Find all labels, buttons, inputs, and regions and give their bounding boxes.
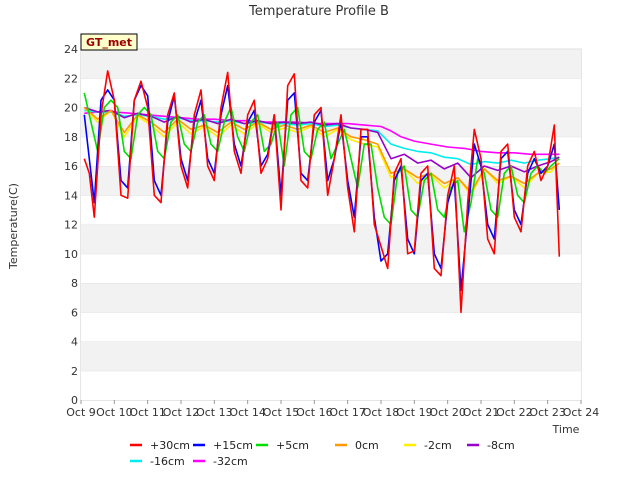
y-tick-label: 24	[64, 43, 78, 56]
x-tick-label: Oct 19	[396, 406, 433, 419]
x-tick-label: Oct 10	[96, 406, 133, 419]
grid-band	[81, 78, 581, 108]
x-tick-label: Oct 15	[263, 406, 300, 419]
x-tick-label: Oct 12	[163, 406, 200, 419]
series-layer	[83, 70, 561, 314]
y-tick-label: 18	[64, 131, 78, 144]
y-tick-label: 20	[64, 102, 78, 115]
x-tick-label: Oct 11	[129, 406, 166, 419]
chart-title: Temperature Profile B	[248, 4, 389, 19]
legend-label: -16cm	[150, 455, 185, 468]
x-axis-label: Time	[552, 423, 580, 436]
x-tick-label: Oct 18	[363, 406, 400, 419]
x-tick-label: Oct 20	[429, 406, 466, 419]
grid-band	[81, 49, 581, 79]
y-tick-label: 4	[71, 336, 78, 349]
legend-label: +15cm	[213, 439, 253, 452]
series-line-+30cm	[83, 70, 561, 314]
x-tick-label: Oct 16	[296, 406, 333, 419]
legend-label: -8cm	[487, 439, 515, 452]
legend-label: -32cm	[213, 455, 248, 468]
legend: +30cm +15cm +5cm 0cm -2cm -8cm -16cm -32cm	[130, 439, 515, 468]
x-tick-label: Oct 13	[196, 406, 233, 419]
plot-background	[80, 48, 582, 401]
x-tick-label: Oct 24	[563, 406, 600, 419]
y-tick-label: 10	[64, 248, 78, 261]
legend-label: 0cm	[355, 439, 379, 452]
x-tick-label: Oct 23	[529, 406, 566, 419]
y-tick-label: 6	[71, 306, 78, 319]
y-axis-label: Temperature(C)	[7, 183, 20, 270]
grid-band	[81, 253, 581, 283]
grid-band	[81, 283, 581, 313]
grid-band	[81, 370, 581, 400]
x-tick-label: Oct 22	[496, 406, 533, 419]
y-tick-label: 16	[64, 160, 78, 173]
y-tick-label: 14	[64, 189, 78, 202]
series-line-0cm	[83, 106, 560, 194]
legend-label: +5cm	[276, 439, 309, 452]
grid-band	[81, 341, 581, 371]
y-tick-label: 22	[64, 72, 78, 85]
x-tick-label: Oct 21	[463, 406, 500, 419]
legend-label: +30cm	[150, 439, 190, 452]
site-label: GT_met	[86, 36, 132, 49]
grid-band	[81, 224, 581, 254]
grid-band	[81, 195, 581, 225]
y-tick-label: 0	[71, 394, 78, 407]
site-label-box: GT_met	[80, 33, 138, 51]
y-tick-label: 2	[71, 365, 78, 378]
legend-label: -2cm	[424, 439, 452, 452]
y-tick-label: 8	[71, 277, 78, 290]
x-tick-label: Oct 14	[229, 406, 266, 419]
y-tick-label: 12	[64, 219, 78, 232]
x-tick-label: Oct 17	[329, 406, 366, 419]
grid-band	[81, 312, 581, 342]
x-tick-label: Oct 9	[66, 406, 96, 419]
